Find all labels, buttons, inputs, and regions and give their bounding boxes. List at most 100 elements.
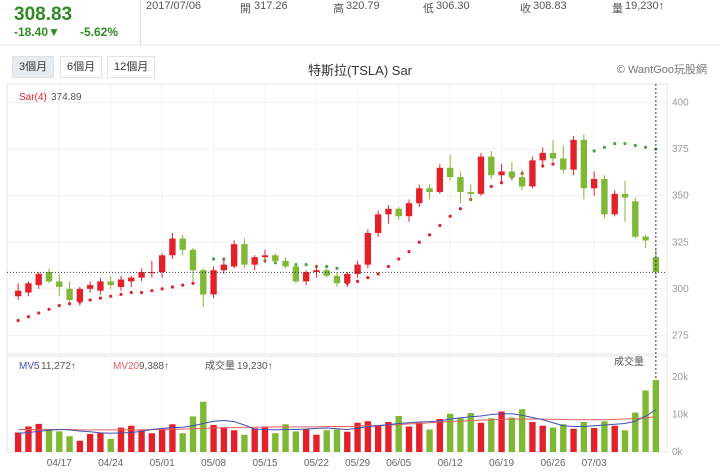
candle-body — [86, 285, 94, 289]
sar-point — [211, 257, 216, 261]
candle-body — [621, 193, 629, 198]
price-y-tick: 350 — [672, 191, 689, 202]
volume-y-tick: 20k — [672, 372, 689, 383]
candle-body — [549, 152, 557, 159]
candle-body — [642, 236, 649, 241]
volume-bar — [580, 422, 588, 452]
candle-body — [570, 139, 577, 170]
volume-bar — [488, 418, 495, 452]
sar-indicator-label: Sar(4) — [19, 92, 47, 103]
volume-bar — [611, 425, 618, 452]
sar-point — [613, 141, 617, 146]
volume-bar — [302, 428, 310, 452]
candle-body — [477, 156, 485, 194]
volume-bar — [230, 430, 238, 452]
open-value: 317.26 — [254, 0, 288, 12]
volume-bar — [158, 428, 166, 452]
volume-bar — [374, 425, 382, 452]
candle-body — [14, 290, 22, 297]
volume-bar — [642, 390, 649, 452]
volume-legend-name: 成交量 — [205, 359, 235, 372]
date-x-tick: 05/08 — [201, 458, 226, 469]
sar-point — [304, 263, 308, 267]
candle-body — [333, 275, 341, 284]
volume-bar — [200, 401, 207, 452]
price-panel-frame — [6, 83, 668, 355]
sar-point — [170, 285, 175, 289]
sar-point — [355, 279, 360, 283]
candle-body — [230, 244, 238, 267]
volume-bar — [169, 424, 176, 452]
low-label: 低 — [423, 3, 434, 15]
volume-bar — [436, 419, 444, 452]
volume-bar — [251, 428, 258, 452]
candle-body — [374, 214, 382, 233]
volume-bar — [405, 426, 413, 452]
volume-bar — [261, 426, 269, 452]
candle-body — [611, 193, 618, 215]
sar-point — [325, 264, 329, 269]
candle-body — [35, 273, 42, 286]
candle-body — [457, 177, 464, 192]
candle-body — [76, 288, 84, 302]
price-y-tick: 300 — [672, 284, 689, 295]
date-x-tick: 04/24 — [98, 458, 123, 469]
date-x-tick: 05/01 — [150, 458, 175, 469]
volume-bar — [86, 434, 94, 452]
candle-body — [25, 283, 32, 293]
date-x-tick: 06/26 — [540, 458, 565, 469]
candle-body — [45, 272, 53, 282]
candle-body — [251, 257, 258, 265]
candle-body — [292, 266, 300, 282]
low-value: 306.30 — [436, 0, 470, 12]
volume-bar — [426, 429, 433, 452]
candle-body — [302, 272, 310, 282]
volume-bar — [416, 422, 423, 452]
date-x-tick: 04/17 — [47, 458, 72, 469]
mv20-line — [18, 416, 656, 431]
candle-body — [446, 167, 454, 178]
range-3-months-button[interactable]: 3個月 — [12, 56, 55, 78]
date-x-tick: 06/19 — [489, 458, 514, 469]
candle-body — [508, 171, 516, 178]
date-x-tick: 06/12 — [438, 458, 463, 469]
candle-body — [590, 178, 598, 189]
volume-bar — [652, 380, 660, 452]
mv20-legend-name: MV20 — [113, 361, 140, 372]
volume-bar — [56, 431, 63, 452]
date-x-tick: 06/05 — [386, 458, 411, 469]
candle-body — [385, 208, 392, 215]
candle-body — [436, 167, 444, 192]
volume-bar — [189, 416, 197, 452]
sar-point — [376, 272, 380, 276]
sar-point — [366, 276, 370, 280]
volume-bar — [467, 413, 474, 452]
sar-point — [109, 294, 113, 298]
quote-date: 2017/07/06 — [146, 0, 202, 12]
quote-divider — [140, 0, 141, 45]
volume-bar — [570, 428, 577, 452]
sar-point — [335, 266, 339, 270]
sar-point — [417, 240, 421, 244]
candle-body — [313, 270, 320, 273]
candle-body — [282, 260, 289, 267]
volume-bar — [25, 426, 32, 452]
volume-bar — [313, 434, 320, 452]
sar-point — [602, 145, 607, 149]
volume-panel-title: 成交量 — [614, 355, 644, 368]
candle-body — [467, 192, 474, 194]
sar-point — [37, 311, 41, 315]
volume-bar — [138, 430, 145, 452]
range-6-months-button[interactable]: 6個月 — [60, 56, 103, 78]
candle-body — [56, 281, 63, 287]
volume-y-tick: 0k — [672, 447, 684, 458]
candle-body — [210, 270, 217, 295]
price-y-tick: 375 — [672, 144, 689, 155]
volume-bar — [220, 427, 228, 452]
candle-body — [158, 255, 166, 273]
candle-body — [220, 264, 228, 271]
sar-point — [191, 281, 195, 285]
range-12-months-button[interactable]: 12個月 — [107, 56, 156, 78]
volume-bar — [97, 432, 104, 452]
